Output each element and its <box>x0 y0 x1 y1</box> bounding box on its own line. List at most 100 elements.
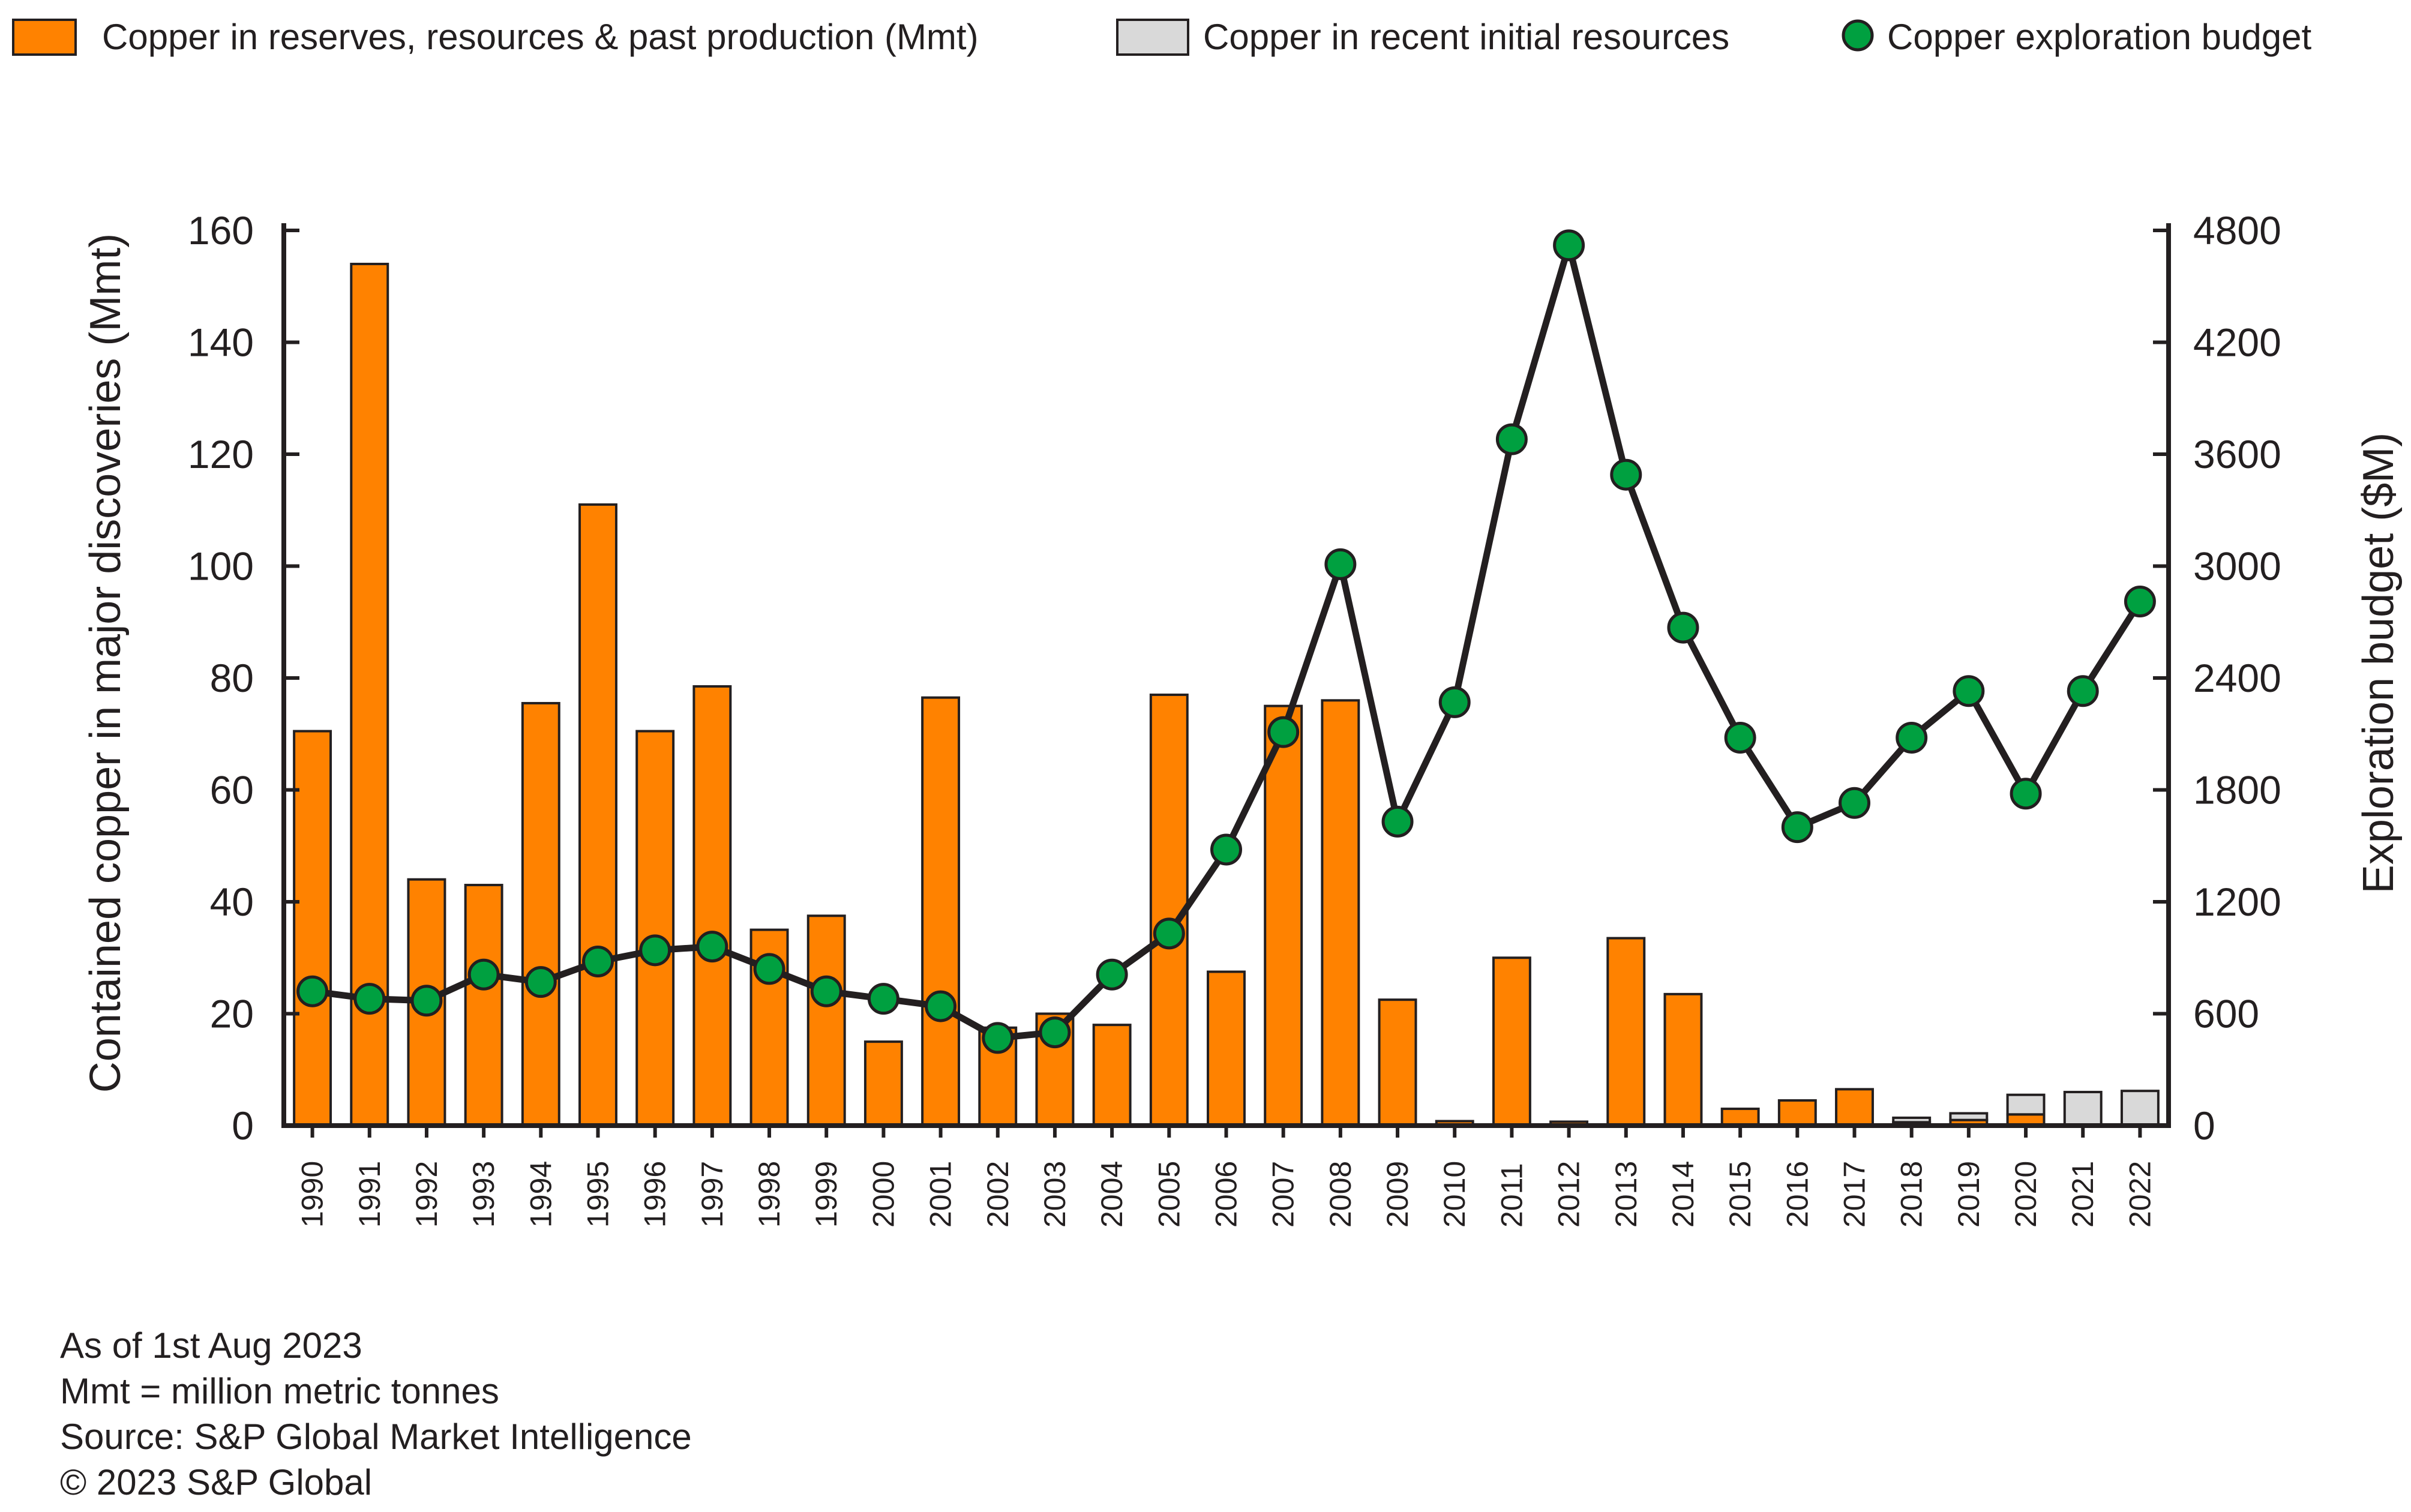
budget-point-2012 <box>1553 229 1585 262</box>
bar-reserves-1993 <box>464 884 503 1127</box>
budget-point-2011 <box>1495 423 1528 455</box>
bar-reserves-2015 <box>1720 1108 1760 1127</box>
bar-reserves-1994 <box>521 701 560 1127</box>
y2-tick-label: 0 <box>2193 1103 2215 1148</box>
budget-point-2010 <box>1438 686 1471 718</box>
bar-reserves-2014 <box>1663 992 1703 1127</box>
x-tick-label: 1997 <box>695 1161 729 1228</box>
note-units: Mmt = million metric tonnes <box>60 1371 499 1411</box>
x-tick-label: 2007 <box>1267 1161 1300 1228</box>
bar-reserves-1997 <box>692 685 732 1127</box>
y-tick-label: 40 <box>210 880 254 924</box>
note-date: As of 1st Aug 2023 <box>60 1325 362 1366</box>
x-tick-label: 2020 <box>2009 1161 2043 1228</box>
legend-label-reserves: Copper in reserves, resources & past pro… <box>102 17 979 57</box>
bars <box>293 262 2160 1127</box>
bar-recent-2022 <box>2120 1090 2160 1127</box>
bar-recent-2019 <box>1949 1112 1989 1121</box>
y2-tick-label: 2400 <box>2193 656 2281 700</box>
y-tick-label: 20 <box>210 992 254 1036</box>
x-tick-label: 2018 <box>1895 1161 1929 1228</box>
legend-swatch-reserves <box>12 19 77 56</box>
budget-point-2003 <box>1039 1016 1071 1049</box>
x-tick-label: 1993 <box>467 1161 500 1228</box>
y-tick-label: 160 <box>188 208 254 253</box>
y2-tick-label: 600 <box>2193 992 2259 1036</box>
y2-tick-label: 4200 <box>2193 320 2281 365</box>
x-tick-label: 2005 <box>1152 1161 1186 1228</box>
x-tick-label: 1990 <box>296 1161 329 1228</box>
x-tick-label: 2006 <box>1210 1161 1243 1228</box>
bar-reserves-2016 <box>1777 1099 1817 1127</box>
budget-series <box>296 229 2156 1054</box>
budget-point-2005 <box>1153 917 1185 950</box>
budget-point-1995 <box>582 945 614 977</box>
bar-reserves-2009 <box>1378 998 1417 1127</box>
y2-tick-label: 1200 <box>2193 880 2281 924</box>
x-tick-label: 2003 <box>1038 1161 1072 1228</box>
x-tick-label: 2012 <box>1552 1161 1586 1228</box>
x-tick-label: 2004 <box>1095 1161 1129 1228</box>
budget-point-2008 <box>1324 548 1357 580</box>
x-tick-label: 2013 <box>1609 1161 1643 1228</box>
budget-point-2006 <box>1210 833 1242 866</box>
y2-axis-title: Exploration budget ($M) <box>2355 433 2403 893</box>
budget-point-2013 <box>1610 458 1642 491</box>
x-tick-label: 2002 <box>981 1161 1015 1228</box>
x-tick-label: 2001 <box>924 1161 958 1228</box>
x-tick-label: 2017 <box>1838 1161 1872 1228</box>
x-tick-label: 1996 <box>638 1161 672 1228</box>
budget-point-2009 <box>1381 805 1414 838</box>
budget-point-1999 <box>810 975 842 1007</box>
x-tick-label: 2021 <box>2066 1161 2100 1228</box>
bar-reserves-1995 <box>578 503 617 1127</box>
bar-reserves-2000 <box>863 1040 903 1127</box>
bar-recent-2020 <box>2006 1093 2046 1116</box>
budget-point-2018 <box>1896 721 1928 754</box>
x-tick-label: 2019 <box>1952 1161 1986 1228</box>
x-tick-label: 2016 <box>1780 1161 1814 1228</box>
y2-tick-label: 4800 <box>2193 208 2281 253</box>
x-tick-label: 1995 <box>581 1161 615 1228</box>
y-tick-label: 80 <box>210 656 254 700</box>
y2-tick-label: 3000 <box>2193 544 2281 589</box>
bar-reserves-2004 <box>1092 1024 1132 1127</box>
y-tick-label: 60 <box>210 768 254 812</box>
legend-marker-budget <box>1842 19 1874 52</box>
bar-reserves-1996 <box>635 730 675 1127</box>
budget-point-1997 <box>696 931 728 963</box>
bar-reserves-2007 <box>1264 704 1303 1127</box>
budget-point-2021 <box>2067 675 2099 707</box>
bar-reserves-2011 <box>1492 956 1531 1127</box>
budget-point-2007 <box>1267 716 1300 748</box>
y-tick-label: 100 <box>188 544 254 589</box>
legend-label-budget: Copper exploration budget <box>1887 17 2311 57</box>
bar-reserves-2017 <box>1835 1088 1874 1127</box>
x-tick-label: 2015 <box>1723 1161 1757 1228</box>
x-tick-label: 1998 <box>752 1161 786 1228</box>
bar-reserves-2001 <box>921 696 961 1127</box>
x-tick-label: 1991 <box>353 1161 386 1228</box>
budget-point-1996 <box>639 934 671 967</box>
note-copyright: © 2023 S&P Global <box>60 1462 373 1502</box>
budget-point-1990 <box>296 975 329 1007</box>
x-tick-label: 2009 <box>1381 1161 1414 1228</box>
budget-point-2001 <box>925 990 957 1022</box>
x-tick-label: 1999 <box>809 1161 843 1228</box>
x-tick-label: 2008 <box>1324 1161 1357 1228</box>
x-tick-label: 2010 <box>1438 1161 1471 1228</box>
budget-point-2000 <box>867 983 899 1015</box>
budget-point-2014 <box>1667 611 1699 644</box>
y2-tick-label: 1800 <box>2193 768 2281 812</box>
y-tick-label: 120 <box>188 432 254 476</box>
y-tick-label: 0 <box>232 1103 254 1148</box>
budget-point-2015 <box>1724 721 1756 754</box>
budget-point-1991 <box>353 983 386 1015</box>
budget-point-2019 <box>1953 675 1985 707</box>
bar-reserves-2008 <box>1321 699 1360 1127</box>
budget-point-1998 <box>753 953 785 985</box>
note-source: Source: S&P Global Market Intelligence <box>60 1417 692 1457</box>
budget-point-2016 <box>1781 811 1813 844</box>
budget-point-1992 <box>410 985 443 1017</box>
legend-swatch-recent <box>1116 19 1189 56</box>
